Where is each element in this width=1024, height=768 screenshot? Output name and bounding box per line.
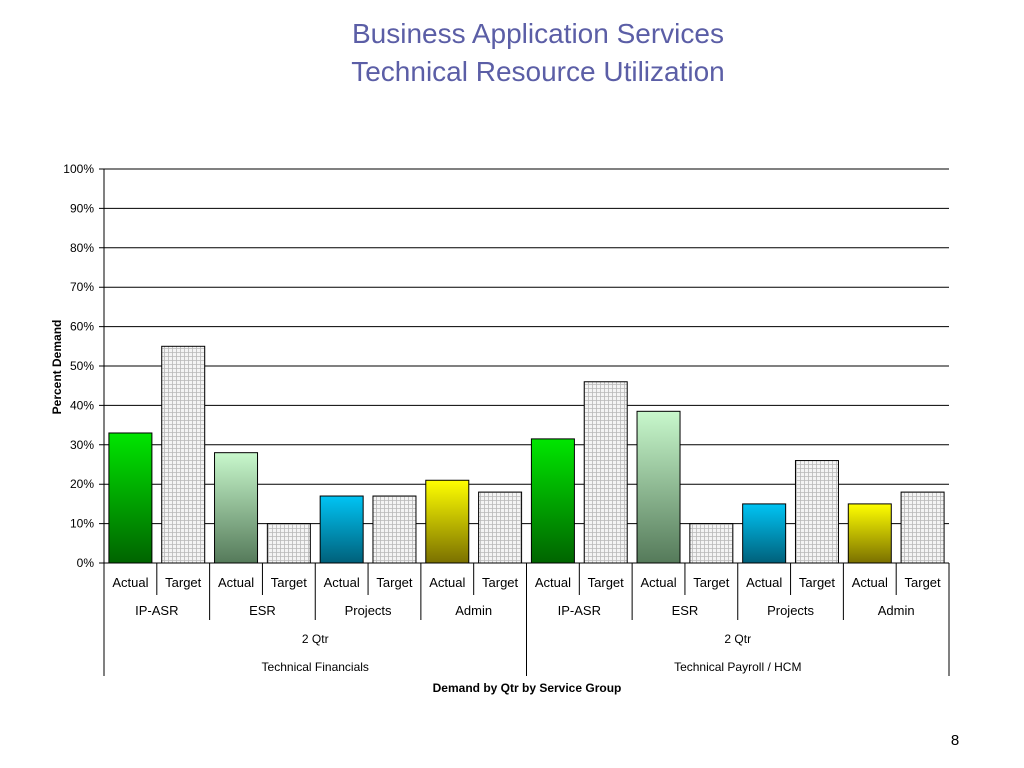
actual-bar [636, 410, 681, 564]
target-bar [794, 460, 839, 564]
x-category-label: Actual [112, 575, 148, 590]
x-category-label: Target [588, 575, 625, 590]
actual-bar [530, 438, 575, 564]
service-group-label: ESR [249, 603, 276, 618]
service-group-label: Admin [878, 603, 915, 618]
slide-title-line-2: Technical Resource Utilization [351, 56, 725, 87]
quarter-label: 2 Qtr [302, 632, 329, 646]
x-category-label: Actual [218, 575, 254, 590]
slide-title-line-1: Business Application Services [352, 18, 724, 49]
service-group-label: IP-ASR [135, 603, 178, 618]
x-category-label: Target [482, 575, 519, 590]
y-tick-label: 100% [63, 162, 94, 176]
chart-gridlines [99, 168, 949, 564]
target-bar [372, 495, 417, 564]
actual-bar [108, 432, 153, 564]
division-label: Technical Payroll / HCM [674, 660, 801, 674]
x-axis-title: Demand by Qtr by Service Group [433, 681, 622, 695]
target-bar [583, 381, 628, 564]
y-tick-label: 20% [70, 477, 94, 491]
actual-bar [847, 503, 892, 564]
service-group-label: IP-ASR [558, 603, 601, 618]
y-tick-label: 70% [70, 280, 94, 294]
page-number: 8 [950, 732, 960, 749]
quarter-label: 2 Qtr [724, 632, 751, 646]
y-tick-label: 30% [70, 438, 94, 452]
y-tick-label: 0% [77, 556, 95, 570]
target-bar [689, 523, 734, 564]
actual-bar [742, 503, 787, 564]
x-category-label: Actual [429, 575, 465, 590]
service-group-label: ESR [672, 603, 699, 618]
x-category-label: Target [799, 575, 836, 590]
actual-bar [319, 495, 364, 564]
division-label: Technical Financials [262, 660, 369, 674]
y-tick-label: 60% [70, 320, 94, 334]
target-bar [900, 491, 945, 564]
x-category-label: Target [693, 575, 730, 590]
y-tick-label: 80% [70, 241, 94, 255]
x-axis-labels: Actual Target Actual Target Actual Target Actu… [112, 575, 941, 674]
target-bar [266, 523, 311, 564]
service-group-label: Admin [455, 603, 492, 618]
y-tick-label: 50% [70, 359, 94, 373]
x-category-label: Target [376, 575, 413, 590]
y-tick-label: 90% [70, 201, 94, 215]
target-bar [161, 345, 206, 564]
actual-bar [425, 479, 470, 564]
x-category-label: Actual [852, 575, 888, 590]
chart-axis-lines [103, 169, 950, 676]
service-group-label: Projects [345, 603, 392, 618]
x-category-label: Target [165, 575, 202, 590]
y-axis-title: Percent Demand [50, 320, 64, 415]
x-category-label: Actual [746, 575, 782, 590]
y-axis-tick-labels: 0% 10% 20% 30% 40% 50% 60% 70% 80% 90% 100% [63, 162, 94, 570]
x-category-label: Target [271, 575, 308, 590]
x-category-label: Actual [640, 575, 676, 590]
chart-bars [108, 345, 945, 564]
service-group-label: Projects [767, 603, 814, 618]
target-bar [478, 491, 523, 564]
x-category-label: Actual [535, 575, 571, 590]
actual-bar [214, 452, 259, 564]
y-tick-label: 10% [70, 517, 94, 531]
x-category-label: Target [905, 575, 942, 590]
x-category-label: Actual [324, 575, 360, 590]
y-tick-label: 40% [70, 398, 94, 412]
